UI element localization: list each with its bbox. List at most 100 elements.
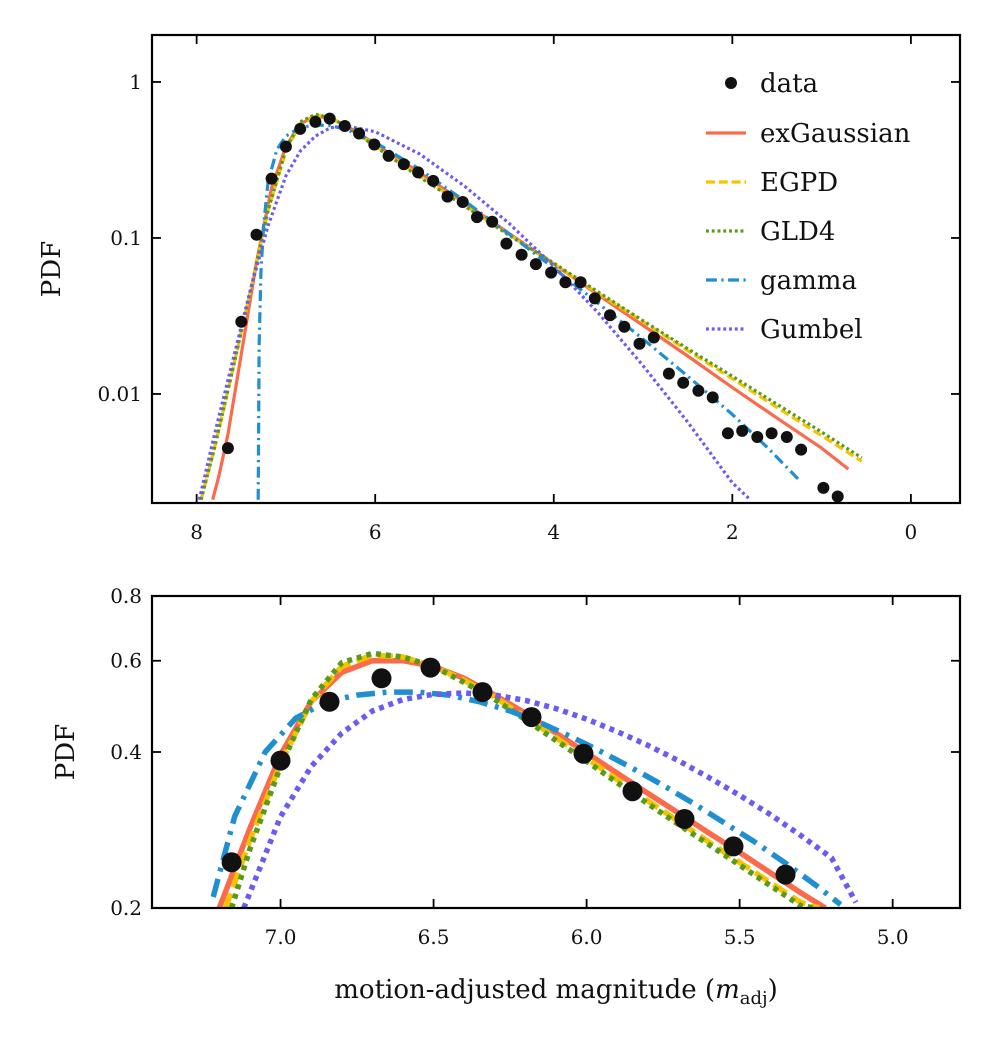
bottom-data-point bbox=[723, 836, 744, 857]
top-data-point bbox=[382, 149, 395, 162]
top-y-tick-label: 0.1 bbox=[110, 226, 142, 250]
top-data-point bbox=[817, 481, 830, 494]
top-data-point bbox=[736, 424, 749, 437]
top-x-tick-label: 2 bbox=[726, 520, 739, 544]
top-data-point bbox=[294, 122, 307, 135]
bottom-data-point bbox=[622, 781, 643, 802]
top-data-point bbox=[353, 127, 366, 140]
bottom-series-gld4 bbox=[228, 650, 817, 908]
legend-label-exgaussian: exGaussian bbox=[760, 119, 911, 149]
top-data-point bbox=[633, 337, 646, 350]
top-x-tick-label: 6 bbox=[369, 520, 382, 544]
top-data-point bbox=[471, 211, 483, 224]
top-data-point bbox=[831, 490, 844, 503]
top-series-gld4 bbox=[199, 112, 863, 501]
legend-label-egpd: EGPD bbox=[760, 168, 838, 198]
bottom-series-gumbel bbox=[241, 690, 859, 908]
top-data-point bbox=[441, 190, 454, 203]
bottom-curves bbox=[210, 650, 859, 908]
top-data-point bbox=[574, 276, 587, 289]
top-data-point bbox=[368, 138, 381, 151]
top-data-point bbox=[427, 174, 440, 187]
bottom-x-tick-label: 6.5 bbox=[418, 925, 450, 949]
bottom-data-point bbox=[371, 668, 392, 689]
bottom-x-tick-label: 7.0 bbox=[265, 925, 297, 949]
top-data-point bbox=[765, 427, 778, 440]
bottom-panel: 7.0 6.5 6.0 5.5 5.0 0.2 0.4 0.6 0.8 PDF motion-a… bbox=[51, 584, 962, 1009]
x-axis-label: motion-adjusted magnitude (madj) bbox=[334, 975, 777, 1009]
top-data-point bbox=[338, 120, 351, 132]
top-y-axis-label: PDF bbox=[37, 241, 67, 297]
bottom-x-tick-label: 5.0 bbox=[877, 925, 909, 949]
bottom-data-point bbox=[521, 707, 542, 728]
bottom-data-point bbox=[775, 864, 796, 885]
top-data-point bbox=[751, 431, 764, 443]
top-data-point bbox=[309, 115, 322, 128]
bottom-y-axis-label: PDF bbox=[51, 724, 81, 780]
bottom-data-point bbox=[420, 657, 441, 678]
bottom-y-tick-label: 0.2 bbox=[110, 896, 142, 920]
x-axis-label-symbol: m bbox=[715, 975, 740, 1005]
legend-label-data: data bbox=[760, 69, 818, 99]
top-data-point bbox=[515, 248, 528, 261]
bottom-data-points bbox=[221, 657, 796, 885]
top-series-gumbel bbox=[197, 124, 752, 501]
bottom-y-tick-label: 0.6 bbox=[110, 649, 142, 673]
top-y-tick-label: 1 bbox=[129, 70, 142, 94]
top-data-point bbox=[780, 431, 793, 443]
top-data-point bbox=[545, 266, 558, 279]
bottom-series-exgaussian bbox=[216, 657, 827, 908]
bottom-ticks: 7.0 6.5 6.0 5.5 5.0 0.2 0.4 0.6 0.8 bbox=[110, 584, 960, 949]
top-data-point bbox=[397, 158, 410, 171]
top-data-point bbox=[235, 315, 248, 328]
legend-marker-data bbox=[725, 77, 737, 89]
top-data-point bbox=[662, 367, 675, 380]
top-data-point bbox=[456, 196, 469, 208]
x-axis-label-text: motion-adjusted magnitude ( bbox=[334, 975, 715, 1005]
legend-label-gumbel: Gumbel bbox=[760, 315, 863, 345]
top-data-point bbox=[529, 258, 542, 271]
bottom-data-point bbox=[472, 682, 493, 703]
top-data-point bbox=[618, 320, 631, 333]
top-data-point bbox=[412, 166, 425, 179]
top-data-point bbox=[604, 309, 616, 322]
bottom-x-tick-label: 5.5 bbox=[724, 925, 756, 949]
bottom-data-point bbox=[319, 691, 340, 712]
top-data-point bbox=[221, 442, 234, 455]
top-data-point bbox=[486, 215, 499, 228]
legend-label-gamma: gamma bbox=[760, 266, 857, 296]
top-data-point bbox=[588, 292, 601, 305]
bottom-series-gamma bbox=[210, 689, 843, 907]
top-data-point bbox=[323, 112, 336, 125]
top-data-point bbox=[692, 384, 705, 397]
legend-label-gld4: GLD4 bbox=[760, 217, 835, 247]
bottom-y-tick-label: 0.4 bbox=[110, 740, 142, 764]
legend: data exGaussian EGPD GLD4 gamma Gumbel bbox=[706, 69, 911, 345]
top-x-tick-label: 8 bbox=[190, 520, 203, 544]
bottom-y-tick-label: 0.8 bbox=[110, 584, 142, 608]
top-data-point bbox=[265, 172, 278, 185]
top-data-point bbox=[677, 376, 690, 389]
top-x-tick-label: 0 bbox=[905, 520, 918, 544]
x-axis-label-close: ) bbox=[768, 975, 778, 1005]
x-axis-label-subscript: adj bbox=[740, 988, 768, 1009]
top-plot-frame bbox=[150, 33, 962, 505]
top-data-point bbox=[559, 276, 572, 289]
bottom-data-point bbox=[674, 809, 695, 829]
bottom-data-point bbox=[221, 852, 242, 873]
top-data-point bbox=[279, 140, 292, 153]
top-ticks: 8 6 4 2 0 0.01 0.1 1 bbox=[97, 35, 960, 544]
top-data-points bbox=[221, 112, 844, 503]
bottom-plot-frame bbox=[150, 594, 962, 910]
bottom-data-point bbox=[270, 750, 291, 771]
top-series-gamma bbox=[256, 123, 801, 500]
top-series-exgaussian bbox=[211, 115, 850, 501]
top-data-point bbox=[721, 427, 734, 440]
top-data-point bbox=[795, 443, 808, 456]
top-data-point bbox=[706, 391, 719, 404]
top-data-point bbox=[250, 228, 263, 241]
top-data-point bbox=[647, 331, 660, 344]
bottom-x-tick-label: 6.0 bbox=[571, 925, 603, 949]
bottom-data-point bbox=[573, 743, 594, 764]
